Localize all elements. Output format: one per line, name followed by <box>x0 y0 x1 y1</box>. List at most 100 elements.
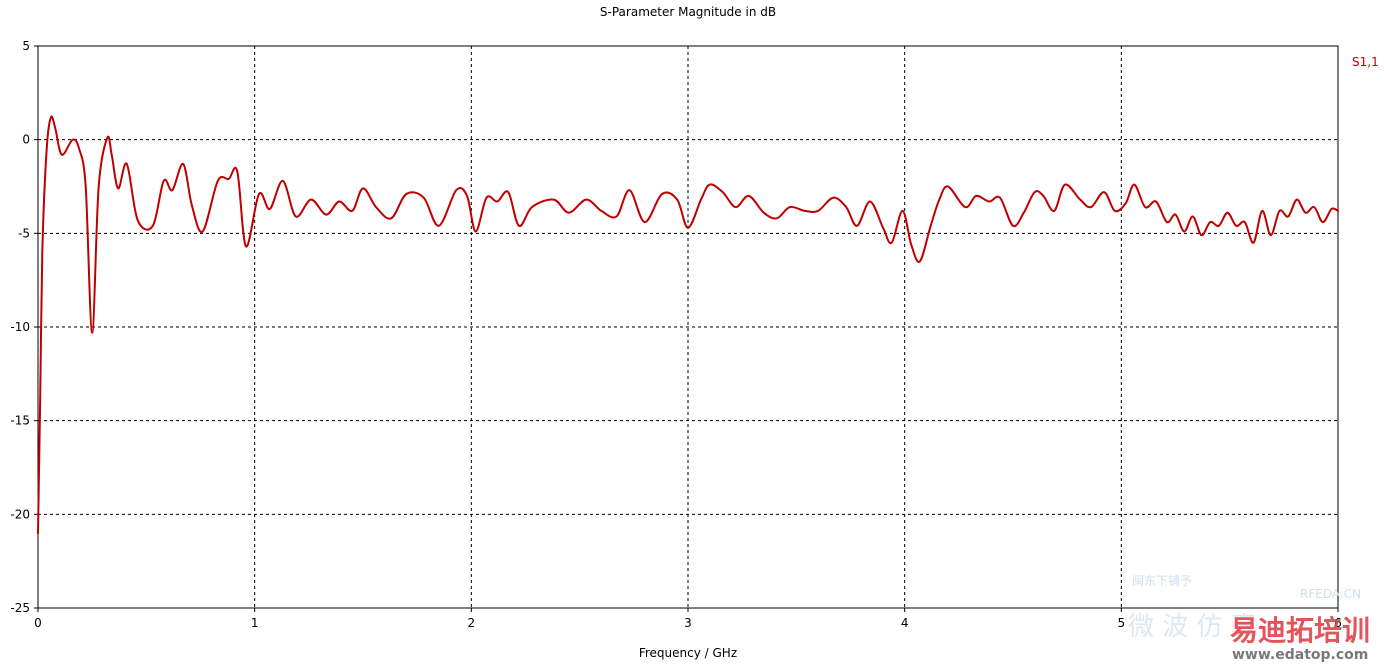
data-point <box>1124 202 1127 205</box>
data-point <box>1191 215 1194 218</box>
data-point <box>817 210 819 212</box>
data-point <box>1252 241 1255 244</box>
legend-entry-s11: S1,1 <box>1352 55 1379 69</box>
data-point <box>1064 183 1066 186</box>
x-tick-label: 6 <box>1334 616 1342 630</box>
data-point <box>687 226 689 229</box>
data-point <box>268 208 271 210</box>
data-point <box>171 189 174 192</box>
data-point <box>1243 221 1246 224</box>
data-point <box>216 180 219 182</box>
data-point <box>975 195 978 197</box>
data-point <box>151 224 154 227</box>
data-point <box>71 138 74 141</box>
data-point <box>901 210 904 212</box>
data-point <box>938 198 941 201</box>
data-point <box>125 163 128 165</box>
data-point <box>1033 191 1036 194</box>
data-point <box>1022 211 1025 214</box>
data-point <box>804 210 806 212</box>
data-point <box>869 200 871 203</box>
data-point <box>1330 208 1333 210</box>
data-point <box>762 211 765 214</box>
data-point <box>1287 215 1290 218</box>
data-point <box>1079 198 1082 201</box>
data-point <box>1103 191 1105 194</box>
data-point <box>882 226 884 229</box>
data-point <box>97 185 100 188</box>
data-point <box>708 183 711 186</box>
x-tick-labels: 0 1 2 3 4 5 6 <box>34 616 1342 630</box>
x-tick-label: 0 <box>34 616 42 630</box>
data-point <box>628 189 631 192</box>
data-point <box>182 163 185 165</box>
data-point <box>281 180 284 182</box>
data-point <box>747 195 750 197</box>
data-point <box>1042 195 1045 197</box>
data-point <box>54 127 57 130</box>
data-point <box>136 219 139 222</box>
y-tick-label: 0 <box>22 133 30 147</box>
y-tick-label: -10 <box>10 320 30 334</box>
watermark: 微 波 仿 真 闽东下铺予 RFEDA.CN 易迪拓培训 www.edatop.… <box>1128 574 1370 663</box>
data-point <box>661 193 663 195</box>
data-point <box>37 532 39 534</box>
data-point <box>567 211 570 214</box>
data-point <box>585 198 588 201</box>
watermark-site-code: RFEDA.CN <box>1300 587 1361 601</box>
data-point <box>1321 221 1324 224</box>
data-point <box>1217 224 1220 227</box>
data-point <box>845 206 848 209</box>
data-point <box>947 185 949 188</box>
grid <box>38 46 1338 608</box>
data-point <box>1337 210 1339 212</box>
data-point <box>775 217 778 220</box>
data-point <box>106 136 109 139</box>
data-point <box>1278 210 1281 212</box>
data-point <box>1165 221 1168 224</box>
data-point <box>615 215 618 218</box>
data-point <box>375 206 377 209</box>
data-point <box>531 206 533 209</box>
x-tick-label: 3 <box>684 616 692 630</box>
y-tick-label: -15 <box>10 414 30 428</box>
y-tick-label: -5 <box>18 226 30 240</box>
data-point <box>294 215 297 218</box>
data-point <box>1133 183 1136 186</box>
data-point <box>258 193 260 195</box>
chart-title: S-Parameter Magnitude in dB <box>600 5 776 19</box>
x-axis-label: Frequency / GHz <box>639 646 737 660</box>
data-point <box>227 178 230 180</box>
y-tick-label: -25 <box>10 601 30 615</box>
tick-marks <box>34 45 1339 612</box>
watermark-brand: 易迪拓培训 <box>1230 614 1370 647</box>
data-point <box>1183 230 1186 233</box>
data-point <box>455 189 458 192</box>
y-tick-labels: 5 0 -5 -10 -15 -20 -25 <box>10 39 30 615</box>
data-point <box>918 260 921 263</box>
data-point <box>1174 213 1177 216</box>
data-point <box>110 153 113 156</box>
data-point <box>1261 210 1264 212</box>
data-point <box>1235 224 1238 227</box>
data-point <box>1012 224 1014 227</box>
data-point <box>964 206 967 209</box>
x-tick-label: 5 <box>1118 616 1126 630</box>
data-point <box>485 196 488 199</box>
y-tick-label: -20 <box>10 507 30 521</box>
data-point <box>310 198 312 201</box>
data-point <box>190 204 193 207</box>
data-point <box>201 230 204 233</box>
data-point <box>45 148 48 150</box>
data-point <box>1295 198 1298 201</box>
data-point <box>1090 206 1092 209</box>
data-point <box>437 224 440 227</box>
data-point <box>466 195 468 197</box>
data-point <box>390 217 393 220</box>
data-point <box>362 187 364 190</box>
data-point <box>236 170 239 173</box>
data-point <box>1144 206 1147 209</box>
data-point <box>84 185 87 188</box>
data-point <box>788 206 791 209</box>
watermark-url: www.edatop.com <box>1232 647 1368 663</box>
